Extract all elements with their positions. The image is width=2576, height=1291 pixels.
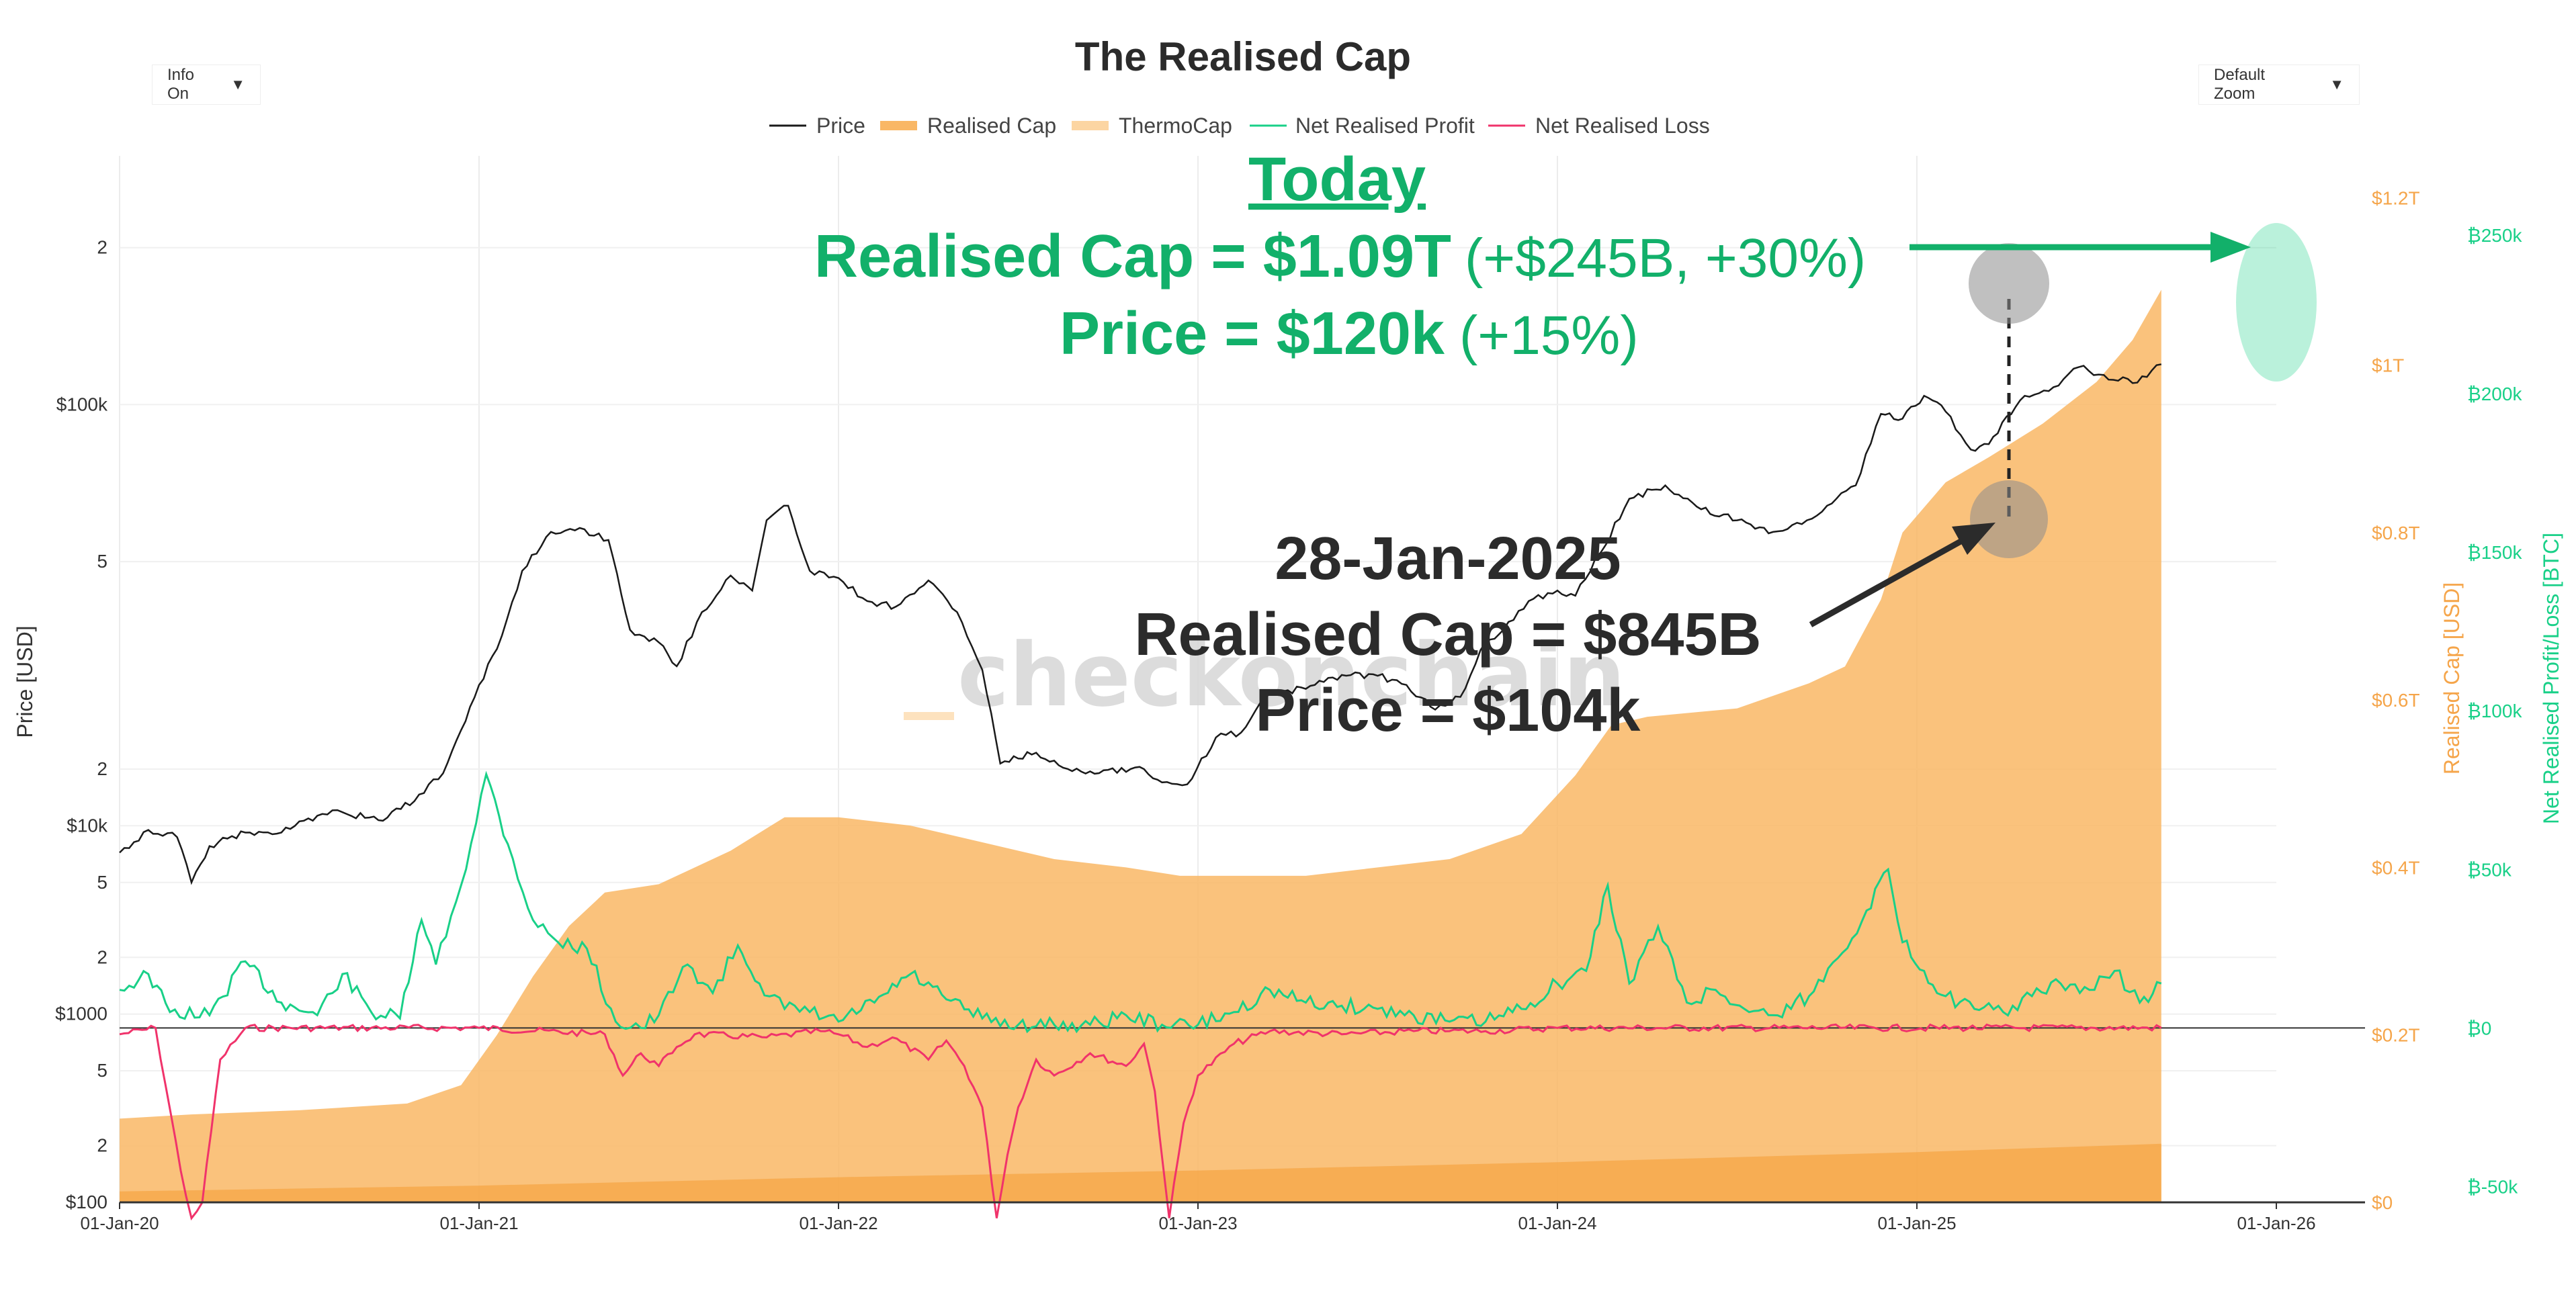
watermark-text: checkonchain [957,624,1625,726]
chart-legend: Price Realised Cap ThermoCap Net Realise… [769,114,1710,138]
realised-cap-tick-label: $1.2T [2372,187,2420,208]
dropdown-arrow-icon: ▼ [2329,76,2344,93]
profit-loss-tick-label: ₿-50k [2467,1176,2518,1197]
chart-title: The Realised Cap [1075,34,1411,79]
today-price-label: Price = $120k [1060,300,1445,367]
profit-loss-tick-label: ₿150k [2467,542,2522,563]
realised-cap-tick-label: $1T [2372,355,2404,376]
legend-realised-cap[interactable]: Realised Cap [927,114,1056,138]
realised-cap-tick-label: $0.6T [2372,690,2420,711]
watermark: checkonchain [904,624,1625,726]
today-cap-label: Realised Cap = $1.09T [814,223,1451,290]
price-tick-label: 5 [97,1060,108,1081]
price-tick-label: $100 [66,1192,108,1212]
profit-loss-tick-label: ₿0 [2467,1018,2491,1038]
y-axis-right1-title: Realised Cap [USD] [2440,582,2464,774]
price-tick-label: 2 [97,758,108,779]
x-tick-label: 01-Jan-23 [1158,1213,1237,1233]
net-realised-loss-line [119,1023,2162,1220]
legend-thermocap[interactable]: ThermoCap [1119,114,1232,138]
zoom-dropdown[interactable]: Default Zoom ▼ [2198,64,2360,105]
today-heading: Today [1248,145,1426,214]
x-tick-label: 01-Jan-21 [439,1213,518,1233]
zoom-dropdown-label: Default Zoom [2214,66,2266,103]
date-arrow-head [1952,523,1995,555]
mark-date: 28-Jan-2025 [1275,525,1621,592]
mark-price: Price = $104k [1255,677,1641,744]
info-dropdown-label: Info On [167,66,195,103]
info-dropdown[interactable]: Info On ▼ [152,64,261,105]
y-axis-right2-title: Net Realised Profit/Loss [BTC] [2539,533,2563,824]
today-cap-change: (+$245B, +30%) [1465,228,1866,289]
realised-cap-tick-label: $0.4T [2372,857,2420,878]
date-annotation: 28-Jan-2025 Realised Cap = $845B Price =… [1134,525,1761,744]
profit-loss-tick-label: ₿50k [2467,859,2512,880]
axes-layer: 01-Jan-20 01-Jan-21 01-Jan-22 01-Jan-23 01-J… [55,187,2522,1233]
x-tick-label: 01-Jan-20 [80,1213,159,1233]
price-tick-label: 2 [97,946,108,967]
price-tick-label: $10k [67,815,108,836]
today-arrow-head [2210,232,2251,263]
annotation-markers [1809,223,2317,627]
price-tick-label: $100k [56,394,108,414]
profit-loss-tick-label: ₿250k [2467,225,2522,246]
profit-loss-tick-label: ₿100k [2467,701,2522,721]
x-tick-label: 01-Jan-25 [1877,1213,1956,1233]
price-line [119,363,2162,885]
price-tick-label: 2 [97,237,108,258]
legend-net-realised-profit[interactable]: Net Realised Profit [1295,114,1475,138]
price-tick-label: 2 [97,1135,108,1156]
x-tick-label: 01-Jan-22 [799,1213,877,1233]
cap-marker-circle [1970,480,2048,558]
realised-cap-tick-label: $0.8T [2372,523,2420,543]
price-marker-circle [1969,243,2049,324]
thermocap-area [120,1143,2161,1202]
realised-cap-tick-label: $0.2T [2372,1025,2420,1046]
series-layer [119,290,2365,1220]
date-arrow-line [1809,538,1964,627]
mark-cap: Realised Cap = $845B [1134,601,1761,668]
y-axis-left-title: Price [USD] [13,625,37,738]
realised-cap-area [120,290,2161,1202]
x-tick-label: 01-Jan-24 [1518,1213,1596,1233]
dropdown-arrow-icon: ▼ [230,76,245,93]
price-tick-label: 5 [97,872,108,893]
legend-net-realised-loss[interactable]: Net Realised Loss [1535,114,1710,138]
profit-loss-tick-label: ₿200k [2467,384,2522,404]
price-tick-label: $1000 [55,1004,108,1024]
today-marker-ellipse [2236,223,2317,382]
x-tick-label: 01-Jan-26 [2237,1213,2315,1233]
price-tick-label: 5 [97,551,108,572]
legend-price[interactable]: Price [816,114,865,138]
today-price-change: (+15%) [1459,305,1639,366]
realised-cap-tick-label: $0 [2372,1192,2393,1213]
today-annotation: Today Realised Cap = $1.09T (+$245B, +30… [814,145,1866,367]
net-realised-profit-line [119,770,2162,1034]
